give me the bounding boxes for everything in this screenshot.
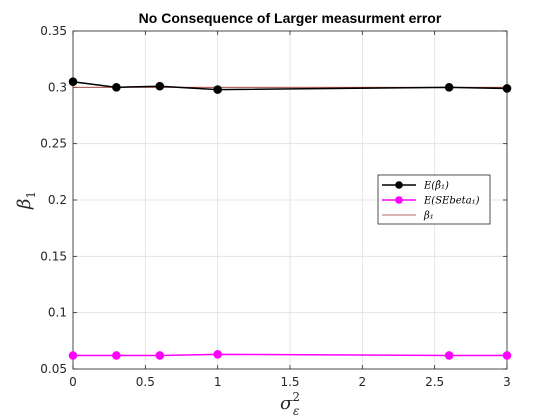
series-1-point <box>213 85 222 94</box>
x-tick-label: 0.5 <box>136 375 155 389</box>
y-tick-label: 0.1 <box>48 306 67 320</box>
series-1-point <box>502 84 512 93</box>
series-1-line <box>72 80 508 91</box>
legend-label: E(SEbeta₁) <box>423 196 480 207</box>
legend: E(β̂₁) E(SEbeta₁) β₁ <box>377 174 491 225</box>
legend-swatch-marker <box>395 196 403 204</box>
series-1-point <box>155 81 165 91</box>
series-group <box>68 77 512 360</box>
x-tick-label: 3 <box>503 375 511 389</box>
series-1-point <box>112 83 121 92</box>
x-tick-label: 1.5 <box>280 375 299 389</box>
y-tick-label: 0.2 <box>48 193 67 207</box>
y-axis-label: β1 <box>14 191 38 210</box>
x-tick-label: 2 <box>359 375 367 389</box>
x-tick-label: 0 <box>69 375 77 389</box>
series-2-point <box>444 351 454 360</box>
y-axis-label-base: β <box>14 199 35 210</box>
legend-label: β₁ <box>423 211 434 222</box>
x-axis-label-superscript: 2 <box>292 390 300 404</box>
series-2-point <box>68 351 78 360</box>
y-tick-label: 0.25 <box>40 137 67 151</box>
series-1 <box>68 77 512 94</box>
axis-ticks: 0 0.5 1 1.5 2 2.5 3 0.05 0.1 0.15 0.2 0.25 0.3 0.35 <box>40 24 511 389</box>
legend-item: E(β̂₁) <box>382 181 449 192</box>
series-2-point <box>502 351 512 360</box>
series-1-point <box>444 83 454 92</box>
series-2 <box>68 350 512 360</box>
legend-item: β₁ <box>382 211 434 222</box>
x-axis-label-base: σ <box>280 393 293 414</box>
legend-item: E(SEbeta₁) <box>382 196 480 207</box>
y-axis-label-subscript: 1 <box>24 191 38 199</box>
series-1-point <box>68 77 78 86</box>
y-tick-label: 0.35 <box>40 24 67 38</box>
chart-title: No Consequence of Larger measurment erro… <box>139 10 442 26</box>
series-2-point <box>213 350 222 359</box>
series-2-line <box>73 353 507 357</box>
y-axis-label-group: β1 <box>14 191 38 210</box>
y-tick-label: 0.15 <box>40 249 67 263</box>
x-tick-label: 1 <box>214 375 222 389</box>
x-axis-label: σ2 ε <box>280 390 300 418</box>
legend-label: E(β̂₁) <box>423 181 449 192</box>
y-tick-label: 0.05 <box>40 362 67 376</box>
series-2-point <box>112 351 121 360</box>
y-tick-label: 0.3 <box>48 80 67 94</box>
legend-swatch-marker <box>395 181 403 189</box>
series-2-point <box>155 351 165 360</box>
x-tick-label: 2.5 <box>425 375 444 389</box>
legend-items: E(β̂₁) E(SEbeta₁) β₁ <box>382 181 480 222</box>
x-axis-label-subscript: ε <box>293 404 299 418</box>
